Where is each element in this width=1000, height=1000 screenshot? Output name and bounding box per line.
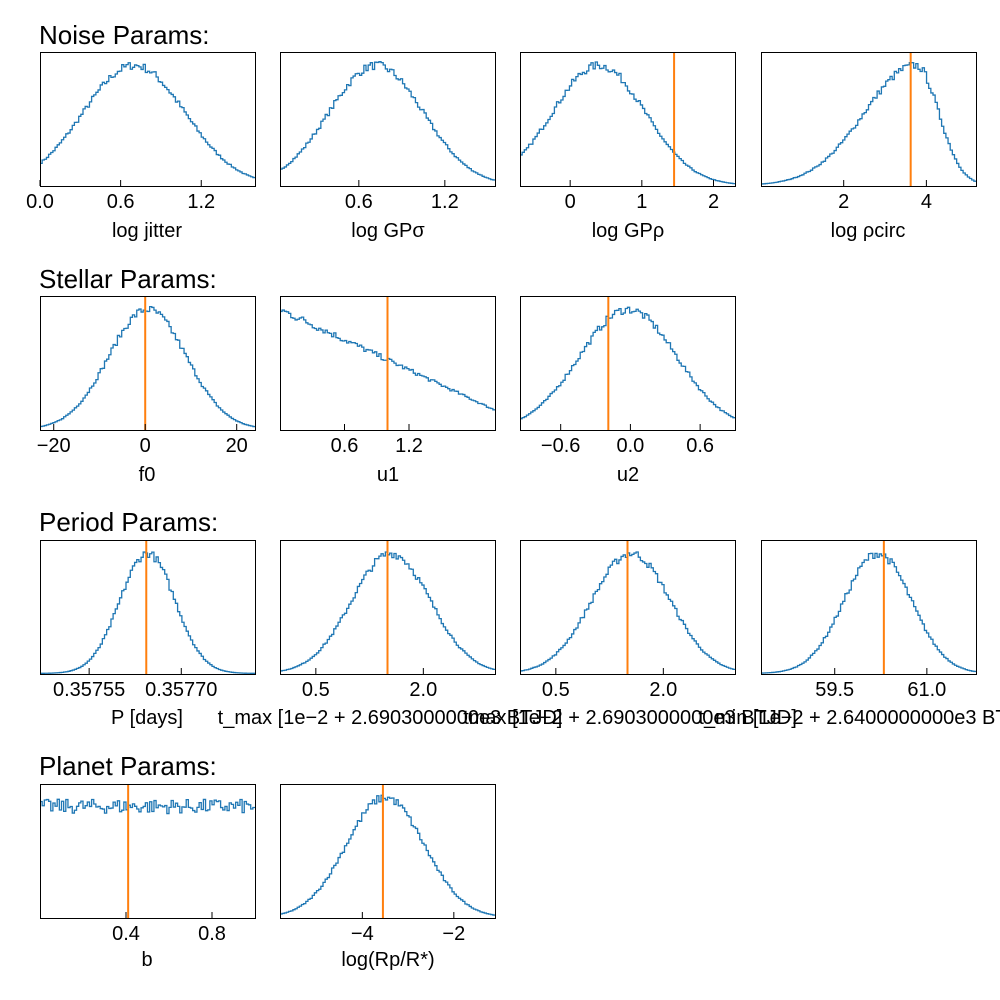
x-tick-label: 2	[708, 191, 719, 213]
x-tick-label: 0	[565, 191, 576, 213]
histogram-panel: 0 1 2 log GPρ	[520, 52, 736, 242]
axes-frame	[40, 52, 256, 187]
histogram-panel: 0.4 0.8 b	[40, 784, 256, 971]
histogram-panel: −4 −2 log(Rp/R*)	[280, 784, 496, 971]
x-axis-label: log jitter	[112, 220, 182, 242]
axes-frame	[280, 52, 496, 187]
x-tick-label: 0.6	[686, 435, 714, 457]
x-tick-label: 1.2	[187, 191, 215, 213]
histogram-panel: 0.5 2.0 tmax [1e−2 + 2.6903000000e3 BTJD]	[463, 540, 797, 729]
x-axis-label: log GPσ	[351, 220, 425, 242]
histogram-step-line	[761, 62, 976, 185]
histogram-panel: 59.5 61.0 t_min [1e−2 + 2.6400000000e3 BTJ…	[698, 540, 1000, 729]
axes-frame	[40, 784, 256, 919]
x-tick-label: 0.5	[542, 679, 570, 701]
x-tick-label: 0.6	[345, 191, 373, 213]
x-axis-label: log GPρ	[592, 220, 665, 242]
x-tick-label: 59.5	[815, 679, 854, 701]
x-tick-label: −20	[37, 435, 71, 457]
x-axis-label: log ρcirc	[831, 220, 906, 242]
x-tick-label: 0.5	[302, 679, 330, 701]
x-tick-label: 0.6	[107, 191, 135, 213]
x-tick-label: 1.2	[431, 191, 459, 213]
x-axis-label: f0	[139, 464, 156, 486]
group-title-planet: Planet Params:	[39, 751, 217, 781]
x-axis-label: log(Rp/R*)	[341, 949, 434, 971]
x-tick-label: 0.35770	[145, 679, 217, 701]
histogram-panel: 0.6 1.2 log GPσ	[280, 52, 496, 242]
axes-frame	[280, 784, 496, 919]
histogram-step-line	[40, 798, 255, 815]
x-tick-label: −2	[442, 923, 465, 945]
group-title-noise: Noise Params:	[39, 20, 210, 50]
x-tick-label: 0.35755	[53, 679, 125, 701]
x-axis-label: u1	[377, 464, 399, 486]
x-axis-label: b	[141, 949, 152, 971]
x-tick-label: 0.6	[331, 435, 359, 457]
x-tick-label: −4	[351, 923, 374, 945]
x-tick-label: 2.0	[649, 679, 677, 701]
histogram-step-line	[520, 306, 735, 420]
x-tick-label: 20	[226, 435, 248, 457]
histogram-panel: 0.5 2.0 t_max [1e−2 + 2.6903000000e3 BTJD]	[218, 540, 563, 729]
histogram-step-line	[520, 61, 735, 185]
x-tick-label: 0	[140, 435, 151, 457]
histogram-panel: −0.6 0.0 0.6 u2	[520, 296, 736, 486]
histogram-step-line	[280, 61, 495, 181]
axes-frame	[520, 296, 736, 431]
axes-frame	[761, 52, 977, 187]
x-axis-label: u2	[617, 464, 639, 486]
x-tick-label: 2.0	[409, 679, 437, 701]
histogram-panel: −20 0 20 f0	[37, 296, 256, 486]
x-axis-label: t_max [1e−2 + 2.6903000000e3 BTJD]	[218, 707, 563, 729]
x-tick-label: 1	[636, 191, 647, 213]
axes-frame	[520, 52, 736, 187]
axes-frame	[520, 540, 736, 675]
x-axis-label: t_min [1e−2 + 2.6400000000e3 BTJD]	[698, 707, 1000, 729]
histogram-panel: 2 4 log ρcirc	[761, 52, 977, 242]
axes-frame	[280, 296, 496, 431]
x-axis-label: tmax [1e−2 + 2.6903000000e3 BTJD]	[463, 707, 797, 729]
group-title-period: Period Params:	[39, 507, 218, 537]
x-tick-label: 0.0	[26, 191, 54, 213]
axes-frame	[40, 296, 256, 431]
x-tick-label: 0.4	[112, 923, 140, 945]
histogram-step-line	[40, 62, 255, 179]
x-tick-label: 1.2	[395, 435, 423, 457]
x-tick-label: −0.6	[541, 435, 580, 457]
x-axis-label: P [days]	[111, 707, 183, 729]
histogram-panel: 0.35755 0.35770 P [days]	[40, 540, 256, 729]
histogram-panel: 0.6 1.2 u1	[280, 296, 496, 486]
group-title-stellar: Stellar Params:	[39, 264, 217, 294]
x-tick-label: 61.0	[907, 679, 946, 701]
histogram-step-line	[40, 551, 255, 674]
x-tick-label: 0.0	[616, 435, 644, 457]
axes-frame	[40, 540, 256, 675]
x-tick-label: 4	[921, 191, 932, 213]
histogram-step-line	[40, 305, 255, 428]
histogram-step-line	[280, 794, 495, 916]
axes-frame	[280, 540, 496, 675]
histogram-step-line	[761, 552, 976, 674]
axes-frame	[761, 540, 977, 675]
x-tick-label: 0.8	[198, 923, 226, 945]
x-tick-label: 2	[838, 191, 849, 213]
